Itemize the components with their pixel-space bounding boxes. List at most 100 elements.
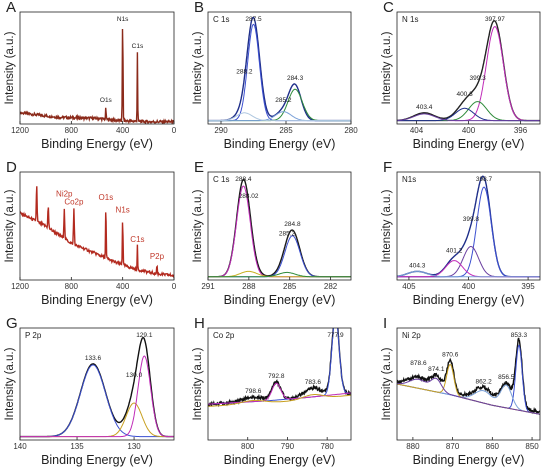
x-axis-label: Binding Energy (eV)	[413, 137, 525, 151]
series-line	[208, 271, 351, 278]
plot-area	[20, 28, 174, 124]
plot-area	[397, 175, 540, 278]
peak-label: 129.1	[136, 332, 153, 339]
y-axis-label: Intensity (a.u.)	[4, 31, 16, 104]
panel-title: P 2p	[25, 331, 42, 340]
peak-label: 853.3	[511, 332, 528, 339]
series-line	[20, 28, 174, 124]
peak-label: 287.5	[245, 16, 262, 23]
peak-label: 862.2	[475, 378, 492, 385]
x-tick-label: 282	[324, 282, 338, 291]
peak-label: 783.6	[305, 379, 322, 386]
peak-label: 792.8	[268, 373, 285, 380]
x-tick-label: 880	[406, 442, 420, 451]
x-axis-label: Binding Energy (eV)	[413, 453, 525, 467]
series-line	[20, 355, 174, 438]
series-line	[208, 235, 351, 278]
peak-label: 777.9	[327, 332, 344, 339]
x-tick-label: 400	[462, 126, 476, 135]
plot-area	[20, 336, 174, 438]
axes-frame	[19, 171, 175, 281]
x-tick-label: 0	[172, 282, 177, 291]
plot-area	[208, 16, 351, 122]
series-line	[397, 113, 540, 122]
axes-frame	[207, 327, 352, 441]
peak-label: 399.3	[469, 75, 486, 82]
peak-label: C1s	[132, 43, 144, 50]
x-tick-label: 140	[13, 442, 27, 451]
peak-label: O1s	[100, 97, 113, 104]
peak-label: 288.4	[235, 176, 252, 183]
peak-label: 399.8	[463, 216, 480, 223]
peak-label: 130.0	[126, 372, 143, 379]
x-axis-label: Binding Energy (eV)	[224, 137, 336, 151]
x-axis-label: Binding Energy (eV)	[224, 453, 336, 467]
peak-label: 401.2	[446, 247, 463, 254]
panel-e: 291 288 285 282 Binding Energy (eV) Intensity…	[192, 159, 352, 307]
plot-area	[208, 328, 351, 408]
panel-letter: H	[194, 315, 205, 332]
x-tick-label: 290	[214, 126, 228, 135]
panel-letter: D	[6, 159, 17, 176]
x-tick-label: 1200	[11, 282, 29, 291]
series-line	[208, 328, 351, 408]
panel-g: 140 135 130 Binding Energy (eV) Intensity (a…	[4, 315, 175, 467]
x-tick-label: 1200	[11, 126, 29, 135]
panel-letter: C	[383, 0, 394, 16]
x-tick-label: 135	[70, 442, 84, 451]
y-axis-label: Intensity (a.u.)	[192, 31, 204, 104]
plot-area	[20, 186, 174, 279]
x-tick-label: 404	[410, 126, 424, 135]
series-line	[397, 337, 540, 415]
peak-label: 398.7	[476, 176, 493, 183]
peak-label: 397.97	[485, 16, 505, 23]
peak-label: 798.6	[245, 388, 262, 395]
peak-label: 403.4	[416, 104, 433, 111]
y-axis-label: Intensity (a.u.)	[4, 347, 16, 420]
panel-d: 1200 800 400 0 Binding Energy (eV) Intensity …	[4, 159, 177, 307]
peak-label: 878.6	[410, 360, 427, 367]
plot-area	[397, 20, 540, 122]
series-line	[397, 363, 540, 415]
x-tick-label: 800	[65, 282, 79, 291]
peak-label: 870.6	[442, 352, 459, 359]
x-tick-label: 285	[283, 282, 297, 291]
x-tick-label: 396	[514, 126, 528, 135]
panel-letter: A	[6, 0, 16, 16]
x-tick-label: 291	[201, 282, 215, 291]
y-axis-label: Intensity (a.u.)	[4, 189, 16, 262]
x-tick-label: 285	[279, 126, 293, 135]
plot-area	[397, 337, 540, 415]
panel-f: 405 400 395 Binding Energy (eV) Intensity (a…	[381, 159, 541, 307]
series-line	[397, 377, 540, 415]
panel-letter: F	[383, 159, 392, 176]
y-axis-label: Intensity (a.u.)	[192, 347, 204, 420]
peak-label: 284.3	[287, 75, 304, 82]
x-axis-label: Binding Energy (eV)	[413, 293, 525, 307]
panel-letter: G	[6, 315, 18, 332]
series-line	[208, 112, 351, 122]
series-line	[208, 16, 351, 122]
peak-label: C1s	[130, 235, 144, 244]
series-line	[208, 328, 351, 405]
x-tick-label: 280	[344, 126, 358, 135]
panel-letter: I	[383, 315, 387, 332]
panel-title: C 1s	[213, 175, 229, 184]
peak-label: 856.5	[498, 374, 515, 381]
series-line	[20, 402, 174, 438]
peak-label: N1s	[117, 16, 129, 23]
x-tick-label: 130	[127, 442, 141, 451]
y-axis-label: Intensity (a.u.)	[381, 189, 393, 262]
peak-label: 285.2	[275, 97, 292, 104]
axes-frame	[396, 327, 541, 441]
x-tick-label: 870	[446, 442, 460, 451]
peak-label: 874.1	[428, 366, 445, 373]
x-axis-label: Binding Energy (eV)	[224, 293, 336, 307]
panel-title: Co 2p	[213, 331, 235, 340]
x-tick-label: 395	[521, 282, 535, 291]
x-tick-label: 780	[320, 442, 334, 451]
y-axis-label: Intensity (a.u.)	[381, 31, 393, 104]
x-tick-label: 850	[525, 442, 539, 451]
x-tick-label: 860	[486, 442, 500, 451]
panel-letter: B	[194, 0, 204, 16]
